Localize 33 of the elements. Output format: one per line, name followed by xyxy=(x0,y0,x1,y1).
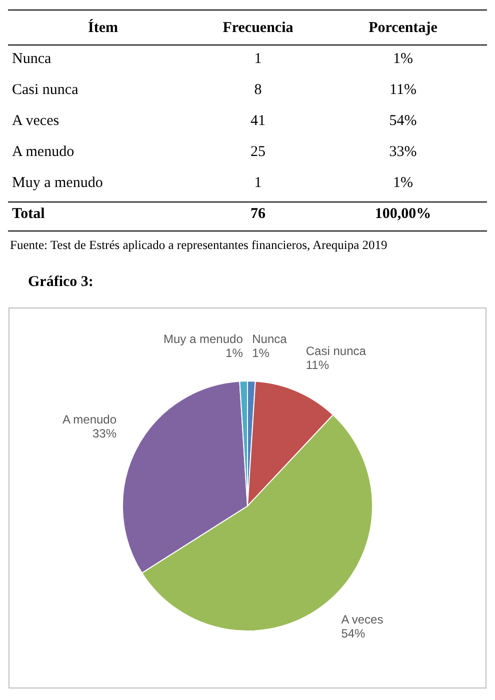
text: 33% xyxy=(389,144,417,160)
text: 11% xyxy=(390,82,416,98)
text: A veces xyxy=(12,113,60,129)
source-note: Fuente: Test de Estrés aplicado a representantes financieros, Arequipa 2019 xyxy=(10,238,388,252)
text: 1 xyxy=(254,175,262,191)
text: Ítem xyxy=(88,19,118,36)
text: Nunca xyxy=(12,51,52,67)
data-label: 1% xyxy=(252,346,270,360)
slice-label: Nunca xyxy=(252,332,288,346)
data-label: 54% xyxy=(341,626,366,640)
text: 41 xyxy=(250,113,266,129)
text: Casi nunca xyxy=(12,82,79,98)
slice-label: Casi nunca xyxy=(306,344,366,358)
slice-label: A veces xyxy=(341,612,384,626)
text: 54% xyxy=(389,113,417,129)
text: 100,00% xyxy=(374,206,432,222)
slice-label: A menudo xyxy=(62,412,117,426)
data-label: 1% xyxy=(226,346,244,360)
data-label: 11% xyxy=(306,358,330,372)
data-label: 33% xyxy=(92,426,117,440)
text: Porcentaje xyxy=(368,20,438,36)
text: 1% xyxy=(393,51,413,67)
text: 1 xyxy=(254,51,262,67)
text: 8 xyxy=(254,82,262,98)
text: Muy a menudo xyxy=(12,175,103,191)
text: Total xyxy=(12,206,45,222)
text: 76 xyxy=(250,206,266,222)
text: 25 xyxy=(250,144,266,160)
slice-label: Muy a menudo xyxy=(163,332,244,346)
text: Frecuencia xyxy=(222,20,294,36)
text: A menudo xyxy=(12,144,74,160)
chart-title: Gráfico 3: xyxy=(28,274,94,290)
text: 1% xyxy=(393,175,413,191)
